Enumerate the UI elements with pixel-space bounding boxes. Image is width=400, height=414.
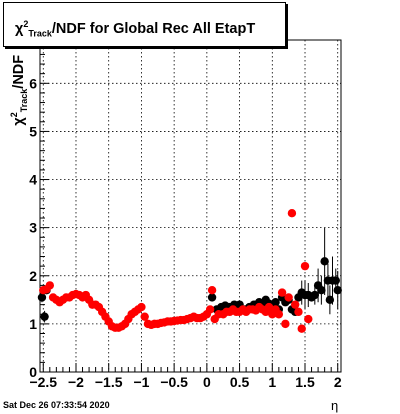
x-tick-label: 1.5 — [295, 374, 315, 390]
ylabel-sub: Track — [18, 88, 29, 113]
data-point — [281, 319, 290, 329]
x-tick-label: 1 — [268, 374, 276, 390]
data-point — [137, 302, 146, 312]
data-point — [37, 293, 47, 302]
y-tick-label: 3 — [29, 220, 37, 236]
data-point — [287, 209, 297, 218]
y-tick-label: 6 — [29, 75, 37, 91]
data-point — [284, 293, 293, 302]
data-point — [277, 288, 287, 297]
x-tick-label: −2.5 — [29, 374, 57, 390]
data-point — [333, 286, 342, 295]
data-point — [317, 286, 326, 295]
y-tick-label: 4 — [29, 172, 37, 188]
ylabel-chi: χ — [10, 117, 27, 126]
data-point — [207, 286, 217, 295]
title-sup: 2 — [23, 19, 29, 29]
data-point — [207, 293, 217, 302]
x-tick-label: 2 — [334, 374, 342, 390]
data-point — [320, 257, 329, 266]
data-point — [300, 261, 310, 271]
y-tick-label: 1 — [29, 316, 37, 332]
data-point — [140, 312, 149, 321]
y-tick-label: 0 — [29, 364, 37, 380]
x-tick-label: −2 — [68, 374, 84, 390]
data-point — [40, 312, 49, 321]
data-point — [310, 290, 320, 300]
data-point — [274, 310, 284, 319]
x-tick-label: 0 — [203, 374, 211, 390]
data-point — [304, 314, 313, 324]
data-point — [45, 281, 55, 290]
x-tick-label: −0.5 — [160, 374, 188, 390]
y-tick-label: 5 — [29, 123, 37, 139]
ylabel-sup: 2 — [9, 112, 20, 118]
data-point — [297, 324, 306, 333]
data-point — [325, 295, 335, 305]
timestamp: Sat Dec 26 07:33:54 2020 — [3, 400, 110, 410]
data-point — [294, 307, 303, 317]
title-box: χ2Track/NDF for Global Rec All EtapT — [3, 2, 286, 47]
ylabel-rest: /NDF — [10, 54, 27, 89]
title-sub: Track — [28, 28, 52, 39]
y-tick-label: 2 — [29, 268, 37, 284]
title-chi: χ — [15, 20, 24, 37]
data-point — [271, 298, 280, 307]
data-point — [331, 276, 340, 285]
data-point — [205, 305, 215, 314]
x-axis-label: η — [331, 398, 339, 413]
title-rest: /NDF for Global Rec All EtapT — [51, 20, 256, 37]
data-point — [264, 302, 274, 312]
data-point — [290, 300, 300, 309]
y-axis-label: χ2Track/NDF — [9, 55, 29, 145]
x-tick-label: 0.5 — [230, 374, 250, 390]
x-tick-label: −1 — [133, 374, 149, 390]
chart-title: χ2Track/NDF for Global Rec All EtapT — [15, 19, 255, 39]
x-tick-label: −1.5 — [95, 374, 123, 390]
